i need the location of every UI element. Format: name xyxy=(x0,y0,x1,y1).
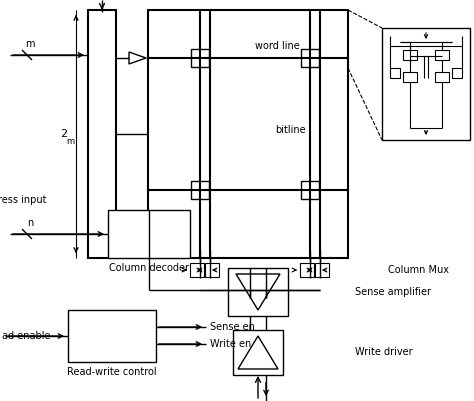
Bar xyxy=(315,263,329,277)
Bar xyxy=(452,68,462,78)
Bar xyxy=(301,181,319,199)
Text: Column decoder: Column decoder xyxy=(109,263,189,273)
Text: ress input: ress input xyxy=(0,195,46,205)
Bar xyxy=(382,28,470,140)
Bar xyxy=(205,263,219,277)
Bar xyxy=(233,330,283,375)
Bar xyxy=(435,50,449,60)
Text: bitline: bitline xyxy=(275,125,305,135)
Text: Sense amplifier: Sense amplifier xyxy=(355,287,431,297)
Bar xyxy=(148,10,348,258)
Bar xyxy=(390,68,400,78)
Bar xyxy=(435,72,449,82)
Text: Sense en: Sense en xyxy=(210,322,255,332)
Bar xyxy=(228,268,288,316)
Text: Column Mux: Column Mux xyxy=(388,265,449,275)
Bar xyxy=(403,50,417,60)
Text: Write driver: Write driver xyxy=(355,347,413,357)
Bar xyxy=(190,263,204,277)
Bar xyxy=(301,49,319,67)
Text: word line: word line xyxy=(255,41,300,51)
Text: n: n xyxy=(27,218,33,228)
Bar xyxy=(108,210,190,258)
Text: m: m xyxy=(25,39,35,49)
Bar xyxy=(191,49,209,67)
Bar xyxy=(88,10,116,258)
Text: ad enable: ad enable xyxy=(2,331,51,341)
Text: 2: 2 xyxy=(61,129,68,139)
Bar xyxy=(191,181,209,199)
Text: m: m xyxy=(66,138,74,146)
Text: Read-write control: Read-write control xyxy=(67,367,157,377)
Text: Write en: Write en xyxy=(210,339,251,349)
Bar xyxy=(403,72,417,82)
Bar xyxy=(68,310,156,362)
Bar xyxy=(300,263,314,277)
